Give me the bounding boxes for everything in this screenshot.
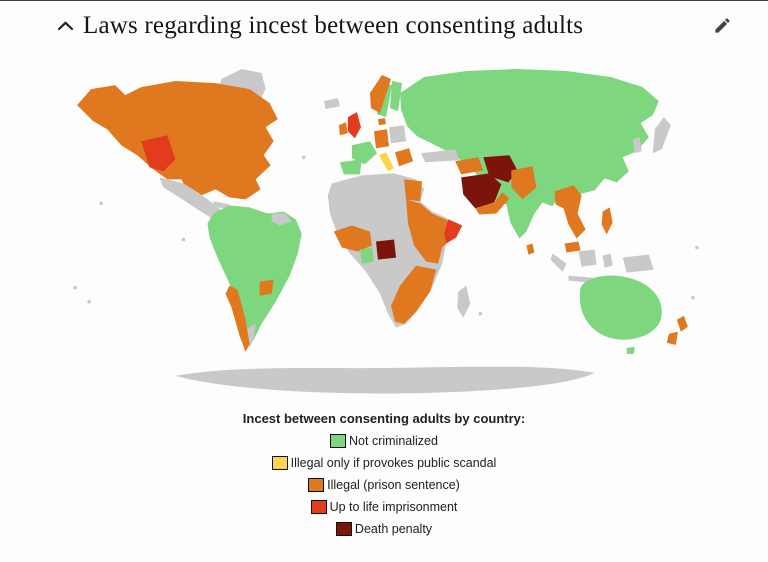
legend-swatch-public-scandal — [271, 456, 288, 471]
region-norway — [369, 75, 392, 114]
island-dot — [478, 312, 483, 316]
region-nigeria — [375, 239, 397, 260]
chevron-up-icon[interactable] — [57, 21, 74, 31]
region-somalia-kenya — [444, 219, 463, 244]
legend-swatch-illegal-prison — [308, 478, 325, 493]
legend-label: Up to life imprisonment — [329, 500, 458, 515]
region-germany — [373, 129, 390, 149]
region-yemen-oman — [475, 192, 510, 215]
island-dot — [695, 245, 699, 250]
region-iraq-syria — [455, 157, 484, 175]
region-western-united-states — [141, 135, 176, 172]
legend-swatch-life-imprisonment — [310, 500, 327, 515]
region-malaysia — [564, 241, 581, 253]
island-dot — [301, 155, 306, 160]
region-japan — [652, 117, 671, 154]
region-gulf-of-guinea — [359, 247, 374, 264]
region-north-america — [77, 81, 278, 200]
legend-swatch-not-criminalized — [330, 434, 347, 449]
region-sri-lanka — [526, 243, 535, 255]
island-dot — [691, 296, 695, 300]
region-balkans — [395, 148, 414, 167]
region-tasmania — [626, 347, 635, 355]
region-denmark — [377, 118, 387, 126]
legend-item-illegal-prison: Illegal (prison sentence) — [0, 478, 768, 493]
region-saudi-arabia — [461, 173, 502, 209]
region-borneo — [578, 249, 597, 267]
region-chile — [225, 285, 250, 353]
legend-item-life-imprisonment: Up to life imprisonment — [0, 500, 768, 515]
region-new-guinea — [622, 254, 654, 273]
edit-pencil-icon[interactable] — [713, 16, 732, 35]
island-dot — [181, 237, 186, 242]
legend-item-death-penalty: Death penalty — [0, 522, 768, 537]
region-guyanas — [271, 213, 292, 226]
region-iran — [483, 155, 518, 183]
region-finland — [390, 81, 403, 112]
region-paraguay — [259, 279, 274, 296]
region-antarctica — [175, 366, 595, 394]
region-afghanistan-pakistan — [511, 166, 537, 200]
choropleth-world-map — [73, 69, 699, 394]
island-dot — [87, 300, 91, 304]
legend-item-public-scandal: Illegal only if provokes public scandal — [0, 456, 768, 471]
region-java — [568, 275, 593, 283]
legend-label: Illegal (prison sentence) — [327, 478, 460, 493]
region-new-zealand — [666, 315, 688, 346]
legend-label: Death penalty — [354, 522, 433, 537]
region-iceland — [323, 98, 340, 110]
region-russia-central-asia-china-india — [400, 69, 659, 239]
region-spain-portugal — [339, 159, 362, 175]
pacific-island-dots — [73, 155, 699, 316]
region-italy — [378, 152, 395, 172]
map-legend: Incest between consenting adults by coun… — [0, 411, 768, 537]
region-northeast-africa-horn — [406, 199, 457, 264]
legend-item-not-criminalized: Not criminalized — [0, 434, 768, 449]
legend-swatch-death-penalty — [335, 522, 352, 537]
region-eastern-europe — [389, 125, 407, 144]
legend-label: Illegal only if provokes public scandal — [290, 456, 497, 471]
region-korea — [632, 137, 642, 154]
region-west-africa-coast — [333, 225, 372, 252]
region-turkey — [421, 149, 460, 163]
region-sumatra — [550, 253, 567, 272]
region-philippines — [601, 207, 613, 235]
collapsible-section: Laws regarding incest between consenting… — [0, 0, 768, 537]
region-france — [351, 141, 377, 165]
world-map-figure[interactable] — [63, 61, 705, 402]
region-sulawesi — [602, 253, 613, 268]
island-dot — [99, 201, 103, 206]
region-madagascar — [457, 285, 471, 319]
legend-label: Not criminalized — [349, 434, 438, 449]
region-britain — [347, 112, 361, 139]
region-ireland — [338, 122, 348, 136]
legend-title: Incest between consenting adults by coun… — [242, 411, 526, 427]
section-header[interactable]: Laws regarding incest between consenting… — [0, 1, 768, 48]
section-title: Laws regarding incest between consenting… — [83, 12, 584, 39]
island-dot — [73, 286, 77, 290]
region-australia — [579, 275, 662, 340]
region-mainland-southeast-asia — [554, 185, 586, 239]
region-egypt — [404, 179, 423, 202]
region-south-america — [207, 205, 302, 347]
region-east-southern-africa — [391, 265, 437, 325]
